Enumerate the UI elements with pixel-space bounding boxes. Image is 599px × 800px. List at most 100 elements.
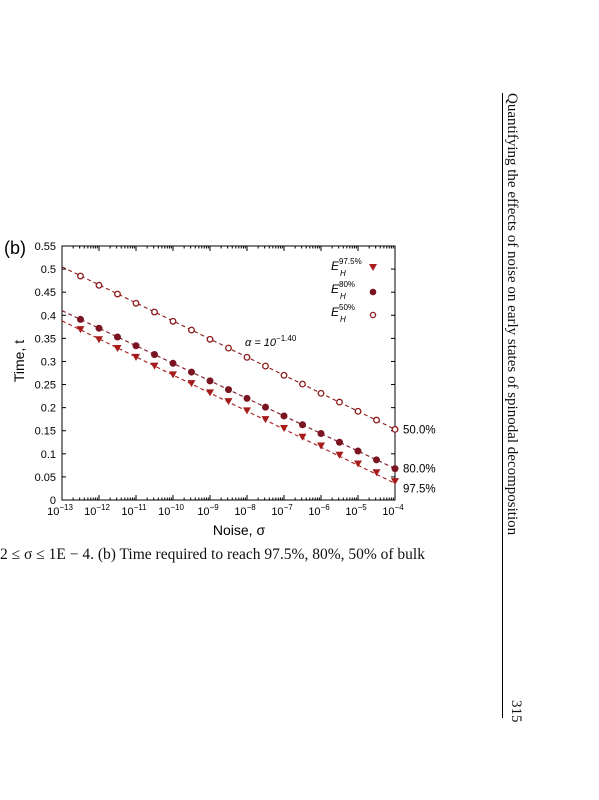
- data-markers: [76, 272, 399, 486]
- circle-marker: [150, 351, 158, 359]
- open-circle-marker: [336, 398, 343, 406]
- circle-marker: [132, 342, 140, 350]
- circle-marker: [317, 429, 325, 437]
- legend-label: E97.5% H: [331, 257, 362, 278]
- panel-label: (b): [4, 238, 26, 258]
- y-tick-label: 0.2: [41, 403, 56, 415]
- y-tick-label: 0: [50, 495, 56, 507]
- circle-marker: [298, 421, 306, 429]
- circle-marker: [224, 386, 232, 394]
- circle-marker: [261, 403, 269, 411]
- margin-rule: [502, 93, 503, 718]
- triangle-marker: [76, 326, 85, 334]
- circle-marker: [113, 333, 121, 341]
- triangle-marker: [354, 460, 362, 468]
- triangle-marker: [391, 478, 399, 486]
- x-tick-label: 10−8: [234, 503, 256, 518]
- triangle-marker: [372, 469, 381, 477]
- series-end-label: 50.0%: [403, 424, 436, 436]
- series-end-labels: 97.5% 80.0% 50.0%: [403, 424, 436, 495]
- x-tick-label: 10−11: [121, 503, 147, 518]
- y-tick-label: 0.25: [35, 380, 56, 392]
- triangle-marker: [298, 433, 307, 441]
- page-number: 315: [508, 700, 524, 723]
- circle-marker: [76, 315, 84, 323]
- circle-marker: [169, 359, 177, 367]
- circle-marker: [354, 447, 362, 455]
- triangle-marker: [113, 345, 122, 353]
- circle-marker: [206, 377, 214, 385]
- triangle-marker: [169, 371, 177, 379]
- circle-marker: [280, 412, 288, 420]
- alpha-annotation-exponent: −1.40: [276, 334, 297, 343]
- legend-triangle-marker: [369, 264, 377, 271]
- circle-marker: [372, 456, 380, 464]
- circle-marker: [391, 465, 399, 473]
- triangle-marker: [132, 353, 140, 361]
- legend-label: E50% H: [331, 303, 355, 324]
- triangle-marker: [243, 407, 251, 415]
- triangle-marker: [187, 380, 196, 388]
- open-circle-marker: [299, 380, 306, 388]
- legend-open-circle-marker: [369, 311, 377, 319]
- y-tick-label: 0.3: [41, 356, 56, 368]
- open-circle-marker: [188, 326, 195, 334]
- y-tick-label: 0.1: [41, 449, 56, 461]
- legend-label: E80% H: [331, 280, 355, 301]
- open-circle-marker: [206, 335, 214, 343]
- series-end-label: 80.0%: [403, 464, 436, 476]
- triangle-marker: [317, 442, 325, 450]
- x-tick-label: 10−4: [382, 503, 404, 518]
- y-tick-label: 0.05: [35, 472, 56, 484]
- x-tick-label: 10−10: [158, 503, 184, 518]
- open-circle-marker: [77, 272, 84, 280]
- open-circle-marker: [169, 317, 177, 325]
- running-head: Quantifying the effects of noise on earl…: [504, 93, 520, 536]
- triangle-marker: [150, 362, 159, 370]
- circle-marker: [95, 324, 103, 332]
- open-circle-marker: [243, 353, 251, 361]
- triangle-marker: [280, 424, 288, 432]
- open-circle-marker: [225, 344, 232, 352]
- x-tick-label: 10−9: [197, 503, 219, 518]
- open-circle-marker: [95, 281, 103, 289]
- running-head-container: Quantifying the effects of noise on earl…: [498, 93, 528, 536]
- open-circle-marker: [354, 407, 362, 415]
- alpha-annotation: α = 10−1.40: [245, 334, 297, 349]
- y-axis-label: Time, t: [11, 340, 27, 382]
- open-circle-marker: [280, 371, 288, 379]
- triangle-marker: [224, 398, 233, 406]
- figure-caption: 2 ≤ σ ≤ 1E − 4. (b) Time required to rea…: [0, 546, 425, 563]
- circle-marker: [335, 438, 343, 446]
- triangle-marker: [335, 451, 344, 459]
- x-tick-label: 10−5: [345, 503, 367, 518]
- x-tick-label: 10−13: [47, 503, 73, 518]
- y-tick-label: 0.45: [35, 287, 56, 299]
- x-tick-label: 10−7: [271, 503, 293, 518]
- circle-marker: [187, 368, 195, 376]
- page-number-container: 315: [500, 700, 530, 730]
- axis-ticks: [61, 245, 396, 501]
- y-tick-label: 0.15: [35, 426, 56, 438]
- open-circle-marker: [114, 290, 121, 298]
- triangle-marker: [206, 389, 214, 397]
- alpha-annotation-base: α = 10: [245, 337, 277, 349]
- open-circle-marker: [262, 362, 269, 370]
- series-end-label: 97.5%: [403, 483, 436, 495]
- legend-circle-marker: [369, 288, 377, 296]
- triangle-marker: [261, 416, 270, 424]
- triangle-marker: [95, 336, 103, 344]
- plot-frame: [61, 245, 396, 501]
- open-circle-marker: [391, 425, 399, 433]
- y-tick-label: 0.35: [35, 333, 56, 345]
- y-tick-labels: 0 0.05 0.1 0.15 0.2 0.25 0.3 0.35 0.4 0.45 0.5 0.55: [35, 241, 56, 507]
- open-circle-marker: [151, 308, 158, 316]
- y-tick-label: 0.4: [41, 310, 56, 322]
- circle-marker: [243, 394, 251, 402]
- x-axis-label: Noise, σ: [213, 522, 266, 538]
- x-tick-label: 10−6: [308, 503, 330, 518]
- open-circle-marker: [373, 416, 380, 424]
- y-tick-label: 0.5: [41, 264, 56, 276]
